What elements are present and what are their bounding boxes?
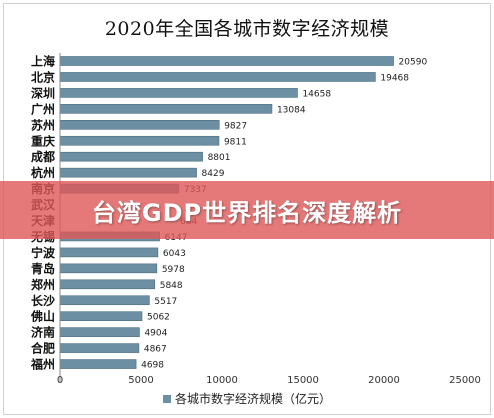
bar-佛山 — [59, 311, 143, 322]
value-label: 19468 — [380, 73, 409, 83]
value-label: 14658 — [302, 89, 331, 99]
chart-legend: 各城市数字经济规模（亿元） — [0, 390, 494, 407]
category-label: 郑州 — [31, 277, 55, 292]
value-label: 5848 — [160, 281, 183, 291]
bar-福州 — [59, 359, 137, 369]
value-label: 8801 — [208, 153, 231, 163]
value-label: 8429 — [202, 169, 225, 179]
legend-swatch — [162, 394, 171, 403]
x-tick-label: 10000 — [206, 375, 238, 386]
x-tick-label: 25000 — [449, 375, 481, 386]
value-label: 9811 — [224, 137, 247, 147]
value-label: 20590 — [399, 58, 428, 68]
category-label: 上海 — [31, 54, 55, 69]
bar-上海 — [59, 56, 394, 66]
x-tick-label: 20000 — [368, 375, 400, 386]
value-label: 9827 — [224, 121, 247, 131]
chart-title: 2020年全国各城市数字经济规模 — [104, 18, 390, 40]
value-label: 6043 — [163, 249, 186, 259]
bar-重庆 — [59, 135, 220, 146]
bar-成都 — [59, 151, 203, 162]
category-label: 成都 — [31, 149, 55, 164]
category-label: 杭州 — [31, 165, 55, 180]
category-label: 佛山 — [30, 309, 55, 324]
overlay-banner: 台湾GDP世界排名深度解析 — [0, 181, 494, 239]
bar-苏州 — [59, 120, 220, 130]
category-label: 合肥 — [31, 341, 55, 356]
value-label: 5517 — [154, 297, 177, 307]
category-label: 青岛 — [31, 261, 55, 276]
bar-杭州 — [59, 167, 197, 178]
bar-北京 — [59, 72, 376, 82]
value-label: 4698 — [141, 361, 164, 371]
category-label: 济南 — [31, 325, 55, 340]
bar-合肥 — [59, 343, 140, 353]
category-label: 北京 — [31, 69, 55, 84]
bar-长沙 — [59, 295, 150, 306]
bar-青岛 — [59, 263, 158, 274]
bars-group — [59, 56, 394, 369]
bar-宁波 — [59, 247, 159, 258]
x-tick-label: 0 — [57, 375, 63, 386]
bar-郑州 — [59, 279, 156, 290]
x-tick-label: 5000 — [128, 375, 153, 386]
category-label: 宁波 — [31, 245, 56, 260]
bar-济南 — [59, 327, 140, 337]
category-label: 苏州 — [31, 117, 55, 132]
category-label: 福州 — [30, 357, 55, 372]
value-label: 4904 — [144, 329, 167, 339]
legend-label: 各城市数字经济规模（亿元） — [174, 392, 331, 406]
bar-广州 — [59, 104, 273, 114]
value-label: 13084 — [277, 105, 306, 115]
value-label: 5978 — [162, 265, 185, 275]
value-label: 5062 — [147, 313, 170, 323]
bar-深圳 — [59, 88, 298, 98]
category-label: 广州 — [31, 101, 55, 116]
x-tick-label: 15000 — [287, 375, 319, 386]
category-label: 重庆 — [31, 133, 55, 148]
value-label: 4867 — [144, 345, 167, 355]
category-label: 长沙 — [31, 293, 55, 308]
category-label: 深圳 — [31, 85, 55, 100]
banner-text: 台湾GDP世界排名深度解析 — [91, 198, 403, 227]
